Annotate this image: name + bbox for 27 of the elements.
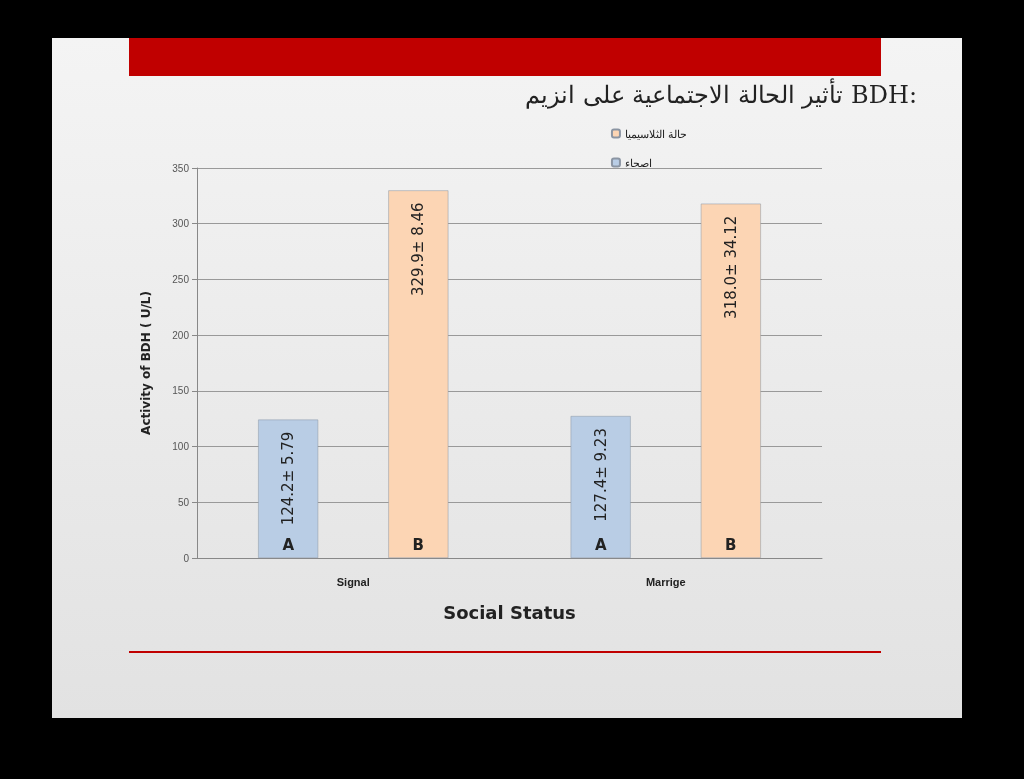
y-axis-title: Activity of BDH ( U/L) xyxy=(139,291,153,435)
bar xyxy=(700,203,761,558)
y-tick-label: 50 xyxy=(177,496,190,508)
y-tick-label: 150 xyxy=(172,385,190,397)
legend-label: حالة الثلاسيميا xyxy=(624,127,688,140)
bar xyxy=(258,419,319,558)
data-label: 329.9± 8.46 xyxy=(409,202,428,297)
bar xyxy=(570,416,631,558)
x-tick-label: Signal xyxy=(336,575,370,588)
legend-label: اصحاء xyxy=(624,156,652,169)
data-label: 124.2± 5.79 xyxy=(279,431,298,526)
y-tick-label: 100 xyxy=(172,441,190,453)
y-tick-label: 0 xyxy=(183,552,190,564)
annotation: A xyxy=(594,535,607,554)
x-tick-label: Marrige xyxy=(645,575,686,588)
annotation: A xyxy=(282,535,295,554)
chart-title: تأثير الحالة الاجتماعية على انزيم BDH: xyxy=(524,78,918,109)
y-tick-label: 250 xyxy=(172,273,190,285)
y-tick-label: 300 xyxy=(172,218,190,230)
data-label: 127.4± 9.23 xyxy=(591,428,610,522)
annotation: B xyxy=(725,535,737,554)
annotation: B xyxy=(412,535,424,554)
y-tick-label: 200 xyxy=(172,329,190,341)
bar xyxy=(388,190,449,558)
x-axis-title: Social Status xyxy=(443,601,576,623)
data-label: 318.0± 34.12 xyxy=(721,215,740,319)
y-tick-label: 350 xyxy=(172,162,190,174)
